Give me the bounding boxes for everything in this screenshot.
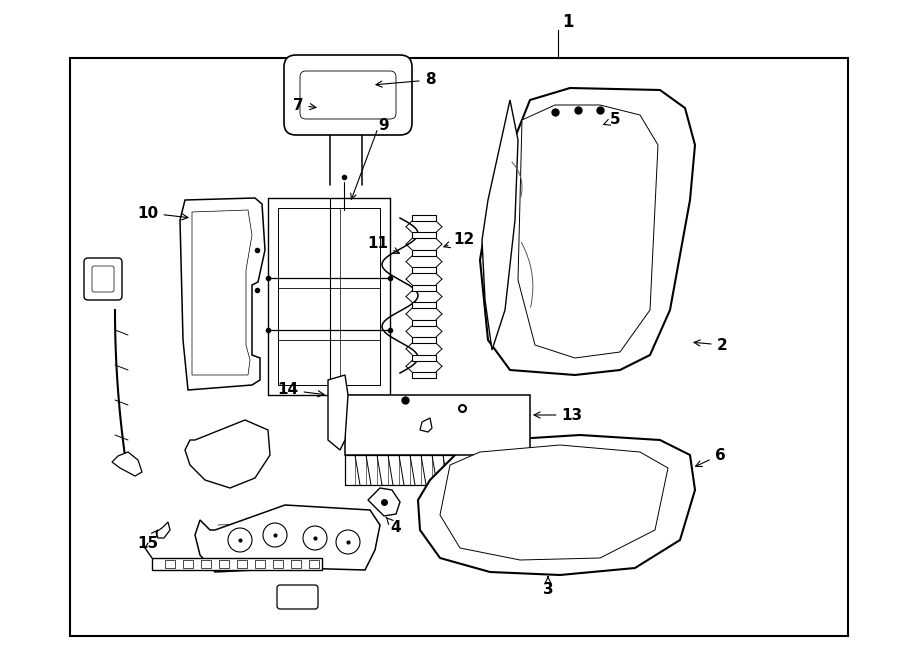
Bar bbox=[309, 560, 319, 568]
Polygon shape bbox=[328, 375, 348, 450]
Text: 10: 10 bbox=[138, 206, 188, 221]
Bar bbox=[412, 233, 436, 239]
FancyBboxPatch shape bbox=[277, 585, 318, 609]
FancyBboxPatch shape bbox=[300, 71, 396, 119]
Bar bbox=[183, 560, 193, 568]
Bar bbox=[412, 267, 436, 274]
Circle shape bbox=[263, 523, 287, 547]
Bar bbox=[201, 560, 211, 568]
Text: 12: 12 bbox=[444, 233, 474, 248]
Bar bbox=[412, 337, 436, 343]
Text: 3: 3 bbox=[543, 577, 553, 598]
Bar bbox=[70, 58, 848, 636]
Bar bbox=[237, 560, 247, 568]
Bar bbox=[412, 320, 436, 326]
Text: 14: 14 bbox=[277, 383, 324, 397]
Bar bbox=[152, 558, 322, 570]
Polygon shape bbox=[156, 522, 170, 538]
Polygon shape bbox=[112, 452, 142, 476]
Polygon shape bbox=[195, 505, 380, 572]
Polygon shape bbox=[482, 100, 518, 350]
Text: 5: 5 bbox=[604, 112, 620, 128]
Bar bbox=[165, 560, 175, 568]
Text: 13: 13 bbox=[534, 407, 582, 422]
Text: 6: 6 bbox=[696, 447, 725, 467]
Circle shape bbox=[336, 530, 360, 554]
Polygon shape bbox=[418, 435, 695, 575]
Polygon shape bbox=[192, 210, 252, 375]
Text: 8: 8 bbox=[376, 73, 436, 87]
FancyBboxPatch shape bbox=[92, 266, 114, 292]
Bar bbox=[412, 285, 436, 291]
Polygon shape bbox=[180, 198, 265, 390]
Text: 7: 7 bbox=[292, 98, 316, 112]
Text: 15: 15 bbox=[138, 530, 158, 551]
Polygon shape bbox=[345, 395, 530, 455]
Polygon shape bbox=[185, 420, 270, 488]
Bar bbox=[291, 560, 301, 568]
Text: 9: 9 bbox=[378, 118, 389, 132]
Polygon shape bbox=[368, 488, 400, 516]
Bar bbox=[412, 302, 436, 308]
Circle shape bbox=[303, 526, 327, 550]
Polygon shape bbox=[480, 88, 695, 375]
Bar bbox=[273, 560, 283, 568]
Polygon shape bbox=[440, 445, 668, 560]
Bar bbox=[412, 372, 436, 378]
Bar bbox=[412, 354, 436, 360]
Polygon shape bbox=[420, 418, 432, 432]
Circle shape bbox=[228, 528, 252, 552]
Bar bbox=[412, 250, 436, 256]
FancyBboxPatch shape bbox=[284, 55, 412, 135]
Text: 11: 11 bbox=[367, 235, 400, 253]
Bar bbox=[219, 560, 229, 568]
Text: 2: 2 bbox=[694, 338, 727, 352]
Bar bbox=[255, 560, 265, 568]
FancyBboxPatch shape bbox=[84, 258, 122, 300]
Polygon shape bbox=[518, 105, 658, 358]
Text: 1: 1 bbox=[562, 13, 573, 31]
Text: 4: 4 bbox=[386, 517, 401, 535]
Bar bbox=[412, 215, 436, 221]
